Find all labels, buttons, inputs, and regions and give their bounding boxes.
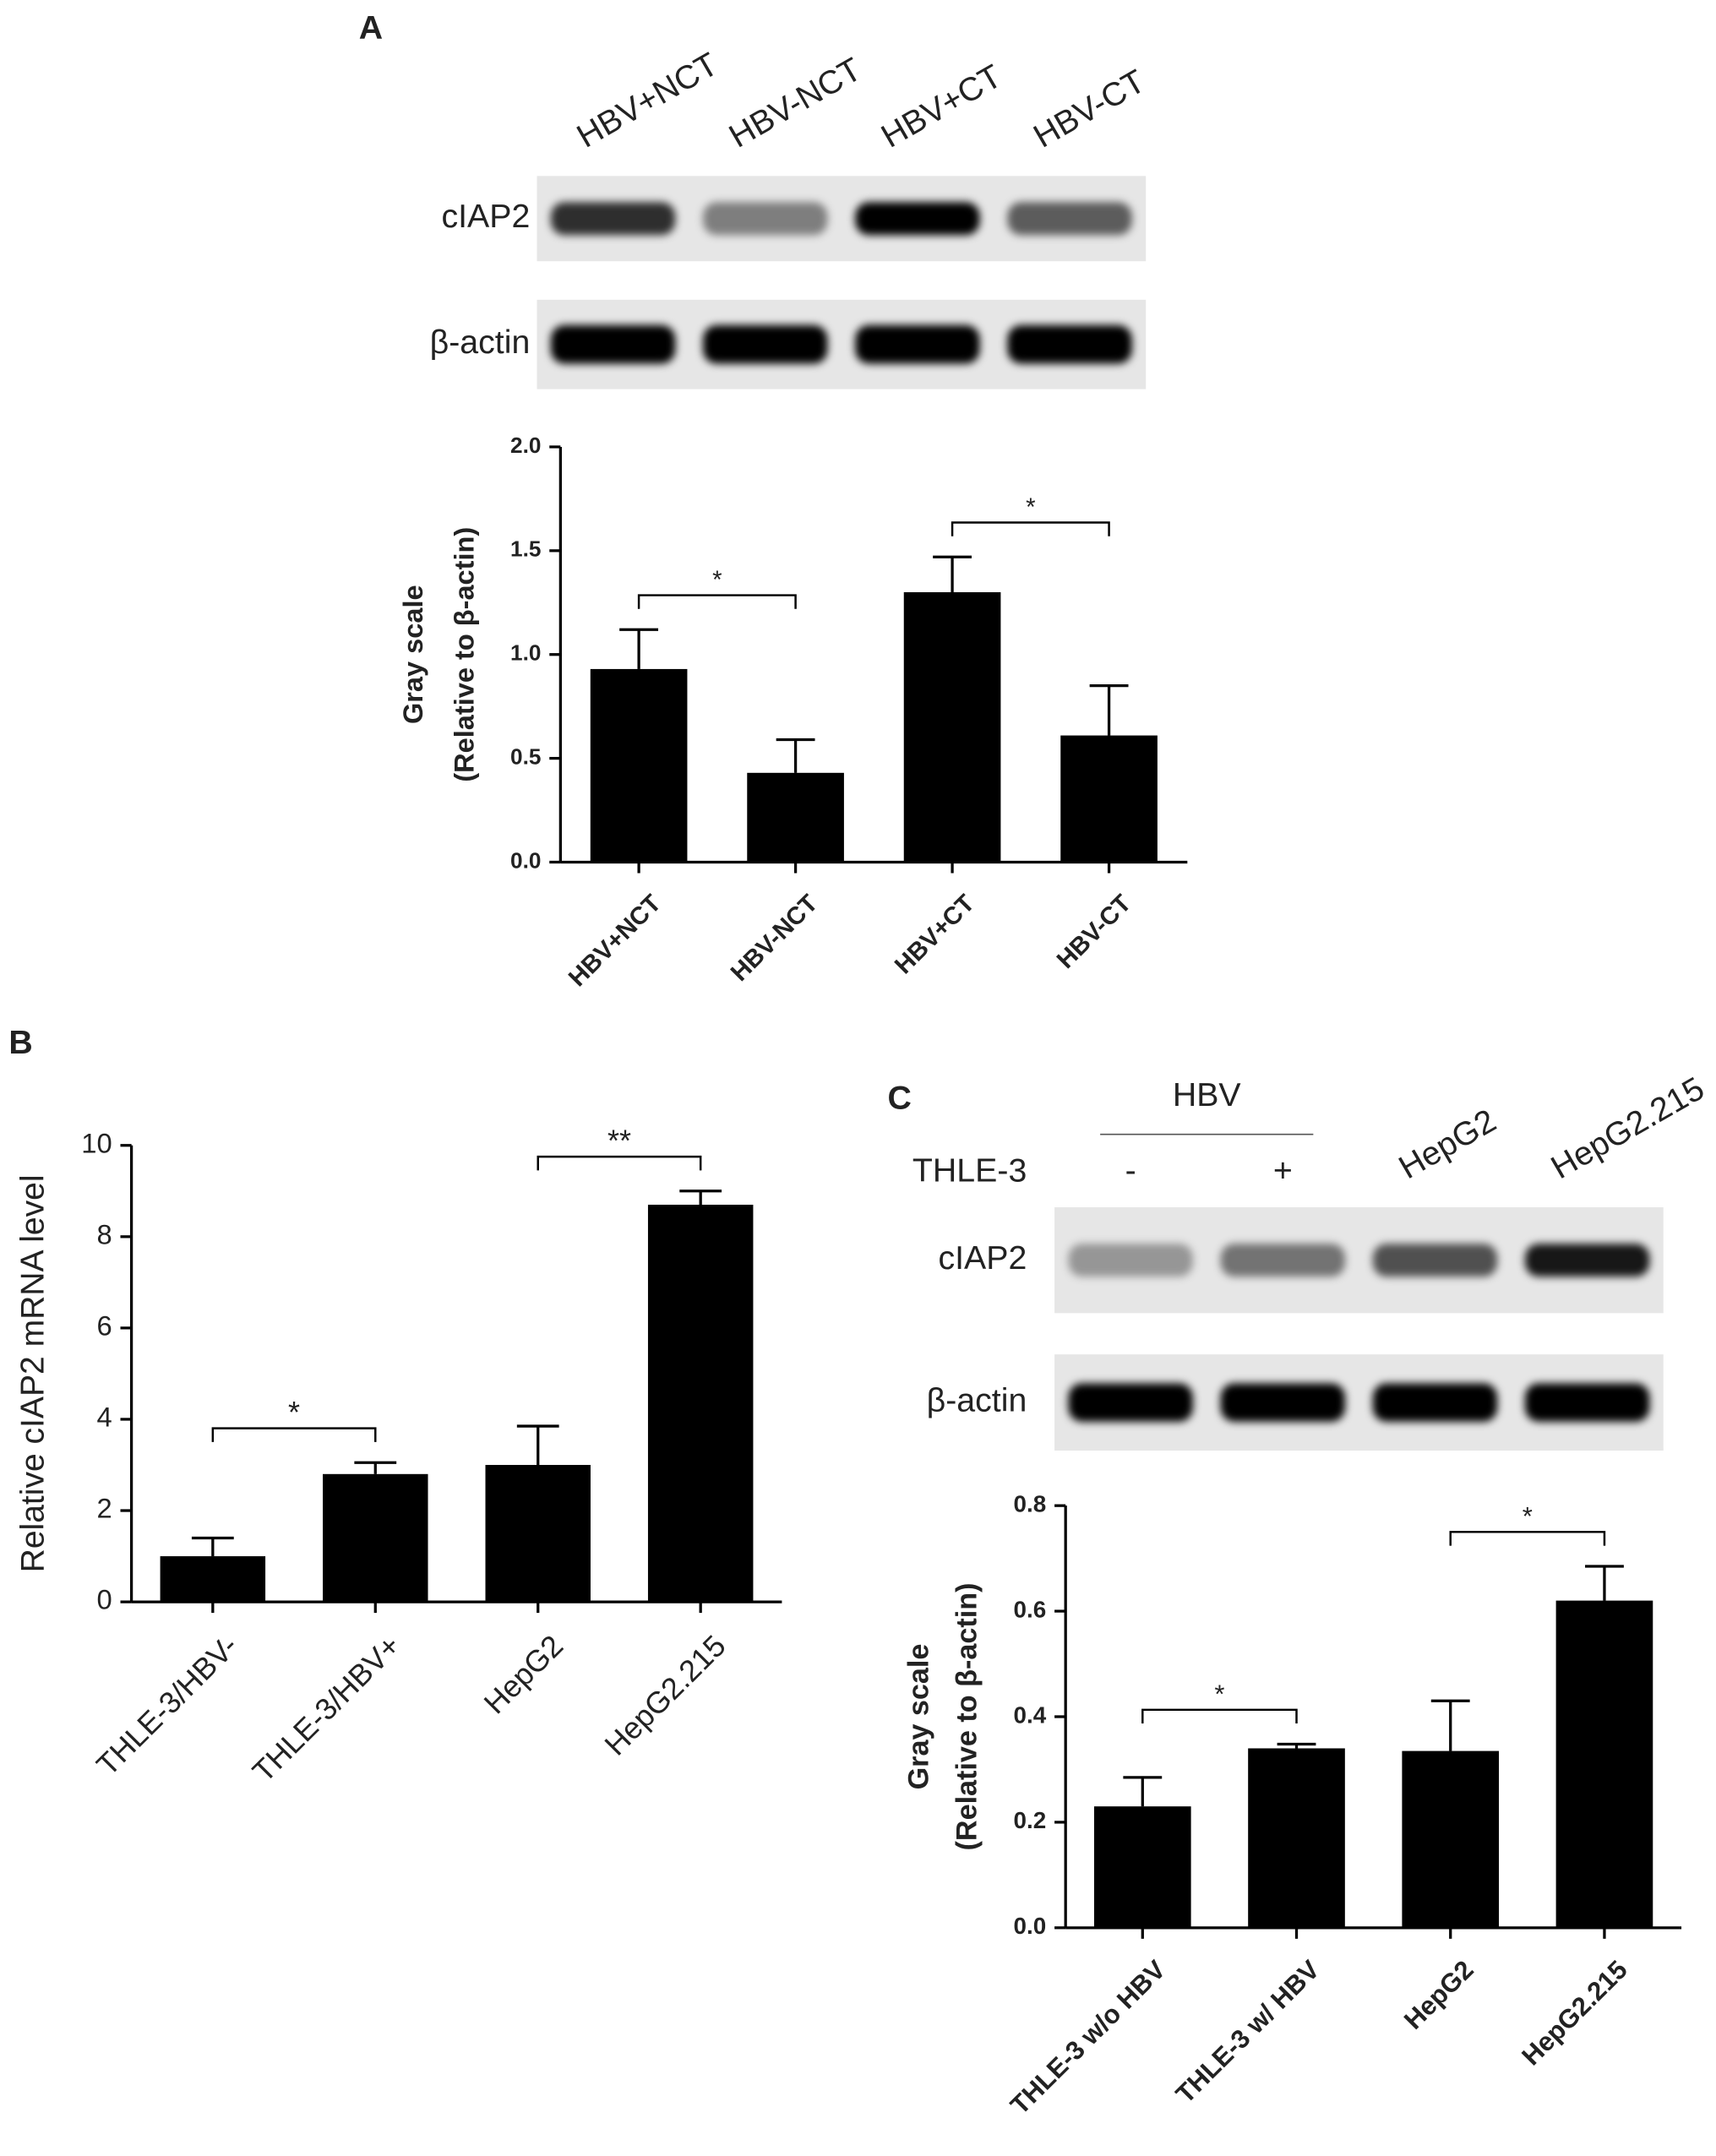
bar <box>1060 735 1158 863</box>
bar <box>323 1473 428 1603</box>
x-tick-label: HBV+CT <box>890 890 980 980</box>
y-axis-label: (Relative to β-actin) <box>951 1583 983 1851</box>
y-axis-label: (Relative to β-actin) <box>449 527 480 782</box>
y-tick-label: 6 <box>96 1310 112 1342</box>
bar <box>1402 1750 1500 1928</box>
blot-band <box>1007 324 1132 364</box>
panel-letter: C <box>887 1080 911 1116</box>
blot-row-label: cIAP2 <box>441 199 530 235</box>
blot-lane-label: HBV+CT <box>875 58 1008 155</box>
y-tick-label: 0.0 <box>1014 1913 1047 1939</box>
blot-lane-label: HepG2.215 <box>1545 1070 1711 1186</box>
bar <box>647 1204 754 1603</box>
bar <box>1555 1600 1653 1928</box>
blot-band <box>703 324 828 364</box>
y-tick-label: 0.4 <box>1014 1701 1047 1728</box>
y-tick-label: 0.8 <box>1014 1491 1047 1517</box>
blot-band <box>1372 1383 1498 1422</box>
x-tick-label: THLE-3/HBV- <box>90 1628 244 1782</box>
blot-band <box>1524 1244 1650 1277</box>
y-tick-label: 0.2 <box>1014 1807 1047 1833</box>
y-tick-label: 0 <box>96 1584 112 1615</box>
blot-group-label: HBV <box>1173 1077 1241 1113</box>
blot-lane-label: - <box>1125 1153 1136 1190</box>
significance-bracket <box>1449 1531 1606 1546</box>
significance-bracket <box>211 1427 377 1442</box>
blot-row-label: cIAP2 <box>938 1240 1027 1277</box>
blot-band <box>855 324 980 364</box>
significance-bracket <box>951 521 1110 536</box>
x-tick-label: HBV-NCT <box>725 890 823 987</box>
blot-band <box>1220 1383 1346 1422</box>
y-tick-label: 0.6 <box>1014 1596 1047 1622</box>
blot-lane-label: + <box>1273 1153 1293 1190</box>
blot-lane-label: HBV+NCT <box>571 46 724 155</box>
significance-bracket <box>537 1155 702 1171</box>
bar <box>903 591 1001 863</box>
y-tick-label: 4 <box>96 1402 112 1433</box>
blot-row-header: THLE-3 <box>912 1153 1027 1190</box>
bar <box>160 1556 266 1603</box>
y-tick-label: 10 <box>81 1127 112 1158</box>
y-axis-label: Gray scale <box>397 585 428 724</box>
y-axis-label: Gray scale <box>902 1644 934 1790</box>
x-tick-label: HepG2 <box>477 1628 569 1720</box>
significance-bracket <box>1141 1708 1298 1724</box>
blot-band <box>1220 1244 1346 1277</box>
significance-label: * <box>288 1395 300 1429</box>
x-tick-label: HBV-CT <box>1051 890 1136 974</box>
x-tick-label: THLE-3/HBV+ <box>246 1628 407 1788</box>
bar <box>590 668 688 863</box>
blot-lane-label: HepG2 <box>1393 1102 1502 1186</box>
y-tick-label: 0.0 <box>510 847 541 873</box>
x-tick-label: HepG2.215 <box>1516 1955 1633 2072</box>
blot-band <box>855 202 980 236</box>
y-tick-label: 8 <box>96 1219 112 1250</box>
bar <box>1248 1748 1345 1928</box>
y-tick-label: 1.5 <box>510 536 541 562</box>
blot-band <box>1068 1244 1193 1277</box>
x-tick-label: THLE-3 w/o HBV <box>1005 1954 1171 2120</box>
significance-label: ** <box>607 1123 631 1157</box>
x-tick-label: HepG2.215 <box>597 1628 732 1761</box>
blot-band <box>1372 1244 1498 1277</box>
bar <box>1093 1806 1191 1928</box>
y-axis-label: Relative cIAP2 mRNA level <box>14 1174 51 1572</box>
blot-row-label: β-actin <box>430 324 531 361</box>
blot-band <box>1524 1383 1650 1422</box>
panel-letter: A <box>359 10 383 46</box>
panel-letter: B <box>8 1025 32 1061</box>
blot-row-label: β-actin <box>927 1383 1027 1419</box>
y-tick-label: 2 <box>96 1493 112 1524</box>
y-tick-label: 1.0 <box>510 640 541 666</box>
significance-label: * <box>712 566 722 594</box>
significance-label: * <box>1214 1680 1224 1709</box>
x-tick-label: HepG2 <box>1398 1955 1479 2035</box>
y-tick-label: 2.0 <box>510 433 541 458</box>
significance-label: * <box>1026 493 1035 521</box>
blot-band <box>550 202 676 236</box>
bar <box>747 772 844 863</box>
x-tick-label: HBV+NCT <box>564 890 667 993</box>
blot-band <box>1068 1383 1193 1422</box>
blot-band <box>550 324 676 364</box>
bar <box>485 1464 591 1603</box>
blot-band <box>703 202 828 236</box>
x-tick-label: THLE-3 w/ HBV <box>1170 1954 1326 2109</box>
blot-lane-label: HBV-NCT <box>723 52 868 155</box>
blot-band <box>1007 202 1132 236</box>
significance-bracket <box>637 594 797 609</box>
blot-lane-label: HBV-CT <box>1027 63 1151 155</box>
significance-label: * <box>1523 1501 1533 1531</box>
y-tick-label: 0.5 <box>510 744 541 770</box>
